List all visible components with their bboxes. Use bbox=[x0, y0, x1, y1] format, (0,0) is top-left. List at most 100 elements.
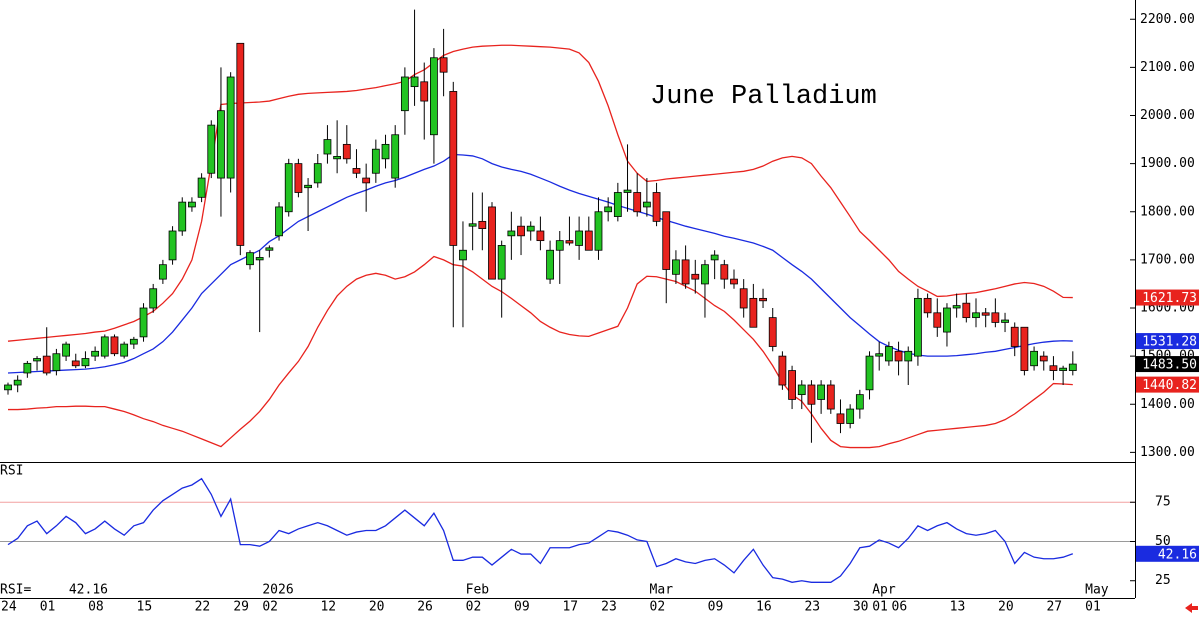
candle-body bbox=[536, 230, 545, 242]
candle-body bbox=[565, 240, 574, 244]
candle-body bbox=[701, 264, 709, 285]
candle-body bbox=[62, 343, 70, 357]
candle-body bbox=[1020, 326, 1029, 371]
candle-body bbox=[497, 245, 506, 280]
candle-body bbox=[943, 307, 951, 333]
candle-body bbox=[788, 370, 796, 400]
y-tick-label: 75 bbox=[1155, 495, 1171, 510]
candle-body bbox=[1030, 350, 1038, 367]
candle-body bbox=[23, 362, 32, 374]
candle-body bbox=[662, 211, 671, 270]
candle-body bbox=[226, 76, 235, 179]
candle-body bbox=[488, 206, 496, 280]
value-box bbox=[1136, 376, 1199, 393]
candle-body bbox=[129, 338, 138, 345]
candle-body bbox=[894, 350, 903, 362]
candle-body bbox=[952, 305, 961, 309]
candle-body bbox=[1001, 319, 1009, 323]
x-tick-label: 20 bbox=[369, 600, 385, 615]
x-tick-label: 08 bbox=[88, 600, 104, 615]
candle-body bbox=[972, 312, 980, 319]
candle-body bbox=[826, 384, 835, 410]
y-tick-label: 1400.00 bbox=[1140, 397, 1195, 412]
candle-body bbox=[178, 201, 187, 232]
candle-body bbox=[149, 288, 158, 309]
chart-title: June Palladium bbox=[650, 82, 877, 112]
candle-body bbox=[391, 134, 400, 179]
value-box-label: 42.16 bbox=[1158, 547, 1197, 562]
month-label: Feb bbox=[466, 583, 490, 598]
x-tick-label: 16 bbox=[756, 600, 772, 615]
candle-body bbox=[4, 384, 12, 391]
x-tick-label: 06 bbox=[892, 600, 908, 615]
candle-body bbox=[846, 408, 855, 424]
candle-body bbox=[1049, 365, 1058, 371]
candle-body bbox=[439, 57, 448, 73]
candle-body bbox=[246, 252, 254, 266]
candle-body bbox=[884, 346, 893, 362]
candle-body bbox=[13, 379, 22, 386]
x-tick-label: 22 bbox=[195, 600, 211, 615]
candle-body bbox=[420, 81, 429, 102]
candle-body bbox=[400, 76, 409, 112]
candle-body bbox=[478, 220, 487, 229]
x-tick-label: 23 bbox=[804, 600, 820, 615]
candle-body bbox=[575, 230, 584, 246]
candle-body bbox=[362, 177, 371, 184]
candle-body bbox=[459, 249, 467, 261]
candle-body bbox=[197, 177, 206, 198]
candle-body bbox=[933, 312, 942, 328]
candle-body bbox=[236, 42, 245, 246]
candle-body bbox=[507, 230, 516, 237]
y-tick-label: 1800.00 bbox=[1140, 204, 1195, 219]
x-tick-label: 13 bbox=[950, 600, 966, 615]
candle-body bbox=[739, 288, 748, 309]
y-tick-label: 50 bbox=[1155, 534, 1171, 549]
candle-body bbox=[120, 343, 129, 357]
y-tick-label: 1700.00 bbox=[1140, 252, 1195, 267]
candle-body bbox=[1010, 326, 1019, 347]
y-tick-label: 25 bbox=[1155, 573, 1171, 588]
y-tick-label: 2000.00 bbox=[1140, 108, 1195, 123]
value-box-label: 1483.50 bbox=[1142, 358, 1197, 373]
candle-body bbox=[294, 163, 303, 193]
candle-body bbox=[91, 350, 100, 357]
candle-body bbox=[768, 317, 777, 347]
band-line bbox=[7, 44, 1073, 342]
x-tick-label: 24 bbox=[1, 600, 17, 615]
candle-body bbox=[188, 201, 196, 208]
candle-body bbox=[642, 201, 651, 208]
candle-body bbox=[691, 273, 700, 280]
candle-body bbox=[323, 139, 332, 155]
candle-body bbox=[139, 307, 148, 338]
candle-body bbox=[613, 192, 622, 217]
candle-body bbox=[333, 156, 342, 160]
x-tick-label: 20 bbox=[998, 600, 1014, 615]
rsi-line bbox=[7, 477, 1074, 583]
candle-body bbox=[430, 57, 438, 136]
candle-body bbox=[1039, 355, 1048, 362]
x-tick-label: 02 bbox=[466, 600, 482, 615]
candle-body bbox=[749, 297, 758, 328]
candle-body bbox=[555, 240, 564, 251]
x-tick-label: 01 bbox=[1085, 600, 1101, 615]
candle-body bbox=[1068, 363, 1077, 371]
value-box-label: 1621.73 bbox=[1142, 291, 1197, 306]
candle-body bbox=[991, 312, 1000, 323]
value-box bbox=[1136, 545, 1199, 562]
candle-body bbox=[1059, 367, 1068, 371]
y-tick-label: 2100.00 bbox=[1140, 60, 1195, 75]
value-box-label: 1440.82 bbox=[1142, 378, 1197, 393]
candle-body bbox=[110, 336, 119, 355]
candle-body bbox=[836, 413, 845, 424]
x-tick-label: 26 bbox=[417, 600, 433, 615]
candle-body bbox=[381, 143, 390, 160]
x-tick-label: 15 bbox=[137, 600, 153, 615]
x-tick-label: 30 bbox=[853, 600, 869, 615]
candle-body bbox=[962, 302, 971, 319]
x-tick-label: 29 bbox=[233, 600, 249, 615]
scroll-arrow[interactable] bbox=[1185, 603, 1198, 613]
candle-body bbox=[584, 230, 593, 251]
candle-body bbox=[52, 353, 61, 371]
